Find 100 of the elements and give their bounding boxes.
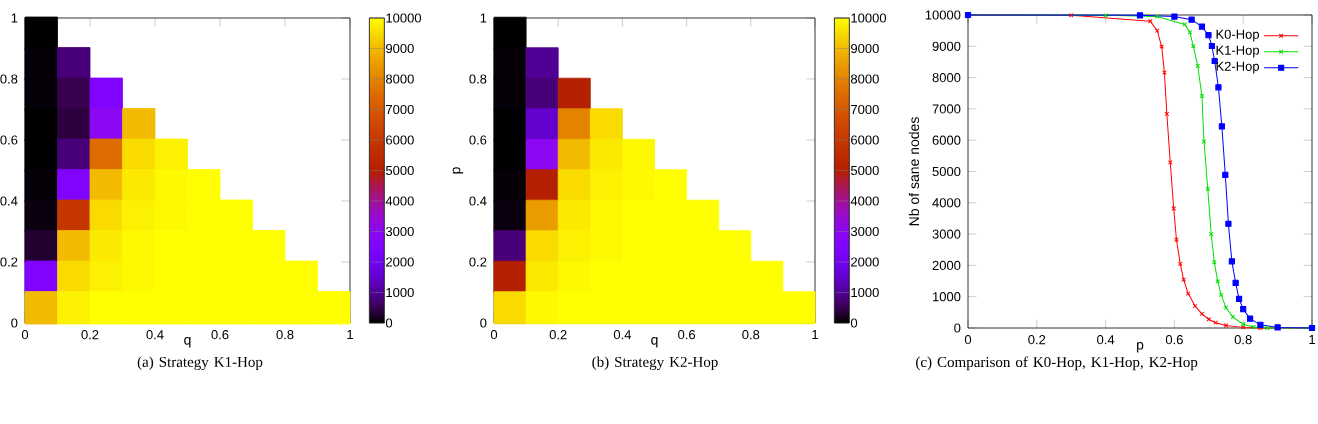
point: [1154, 28, 1160, 33]
point: [1274, 324, 1281, 331]
point: [525, 169, 559, 203]
point: [1174, 237, 1179, 243]
point: [219, 291, 253, 325]
point: [1218, 123, 1225, 130]
text: (a) Strategy K1-Hop: [137, 356, 263, 371]
point: [525, 138, 559, 172]
point: [557, 108, 591, 142]
x-tick-label: 1: [1309, 335, 1315, 345]
point: [1159, 44, 1165, 49]
legend-label: K1-Hop: [1216, 45, 1260, 58]
point: [57, 138, 91, 172]
y-tick-label: 8000: [932, 73, 961, 83]
y-tick-label: 5000: [932, 166, 961, 177]
point: [557, 169, 591, 203]
point: [89, 77, 123, 111]
y-tick-label: 1: [480, 13, 487, 23]
point: [24, 16, 58, 50]
point: [1251, 324, 1256, 330]
point: [1240, 321, 1246, 327]
point: [1223, 323, 1229, 328]
color-bar-label: 0: [850, 318, 858, 328]
point: [1235, 295, 1243, 302]
point: [1068, 12, 1074, 18]
point: [1264, 325, 1270, 331]
point: [1167, 160, 1173, 165]
point: [1188, 16, 1195, 23]
color-bar-label: 3000: [850, 226, 879, 237]
point: [1171, 206, 1177, 211]
point: [122, 199, 156, 233]
point: [1205, 31, 1212, 39]
color-bar-label: 5000: [385, 165, 414, 176]
point: [1185, 291, 1191, 296]
y-tick-label: 0: [954, 323, 961, 333]
point: [493, 169, 527, 203]
point: [686, 230, 720, 264]
point: [1190, 43, 1196, 49]
color-bar-label: 4000: [850, 196, 879, 206]
point: [1164, 111, 1170, 117]
y-tick-label: 0.8: [469, 74, 487, 84]
point: [89, 138, 123, 172]
point: [252, 291, 286, 325]
point: [1201, 139, 1207, 144]
y-tick-label: 0.8: [0, 74, 18, 84]
point: [1232, 279, 1239, 287]
x-tick-label: 0.8: [1234, 335, 1252, 345]
point: [1147, 18, 1153, 24]
point: [493, 291, 527, 325]
color-bar-label: 2000: [386, 257, 414, 267]
point: [284, 260, 318, 294]
x-axis-title: p: [1137, 342, 1144, 353]
color-bar-label: 1000: [386, 287, 414, 298]
point: [622, 169, 655, 203]
legend-label: K2-Hop: [1216, 61, 1260, 74]
y-tick-label: 9000: [932, 41, 961, 51]
point: [1228, 258, 1235, 265]
point: [57, 199, 91, 233]
point: [24, 291, 58, 325]
y-tick-label: 7000: [932, 104, 961, 114]
point: [284, 291, 318, 325]
point: [1162, 70, 1167, 75]
point: [1136, 12, 1144, 19]
x-tick-label: 0.4: [146, 330, 164, 340]
color-bar-label: 9000: [386, 43, 414, 54]
color-bar-label: 7000: [851, 104, 879, 115]
point: [317, 291, 351, 325]
point: [493, 108, 527, 142]
point: [1211, 259, 1217, 265]
point: [187, 291, 221, 325]
point: [1230, 314, 1236, 320]
color-bar-label: 10000: [386, 13, 422, 23]
x-tick-label: 1: [812, 330, 818, 340]
point: [525, 291, 559, 325]
x-axis-title: q: [651, 337, 658, 348]
point: [654, 169, 687, 203]
y-tick-label: 4000: [932, 198, 961, 208]
y-tick-label: 1: [11, 13, 18, 23]
x-tick-label: 0.4: [1097, 335, 1115, 345]
color-bar-label: 5000: [850, 165, 879, 176]
y-tick-label: 0.4: [469, 196, 487, 206]
y-axis-title: Nb of sane nodes: [908, 117, 920, 226]
point: [557, 291, 591, 325]
color-bar-label: 10000: [851, 13, 887, 23]
color-bar-label: 0: [385, 318, 393, 328]
point: [1208, 42, 1215, 50]
y-axis-title: p: [452, 167, 464, 174]
point: [589, 291, 623, 325]
color-bar-label: 8000: [850, 74, 879, 84]
x-tick-label: 0.4: [613, 330, 632, 340]
color-bar-label: 9000: [851, 43, 879, 54]
point: [1218, 292, 1224, 298]
point: [252, 260, 286, 294]
color-bar-label: 8000: [385, 74, 414, 84]
point: [1182, 22, 1188, 27]
point: [1225, 220, 1232, 227]
point: [89, 199, 123, 233]
color-bar-label: 4000: [385, 196, 414, 206]
point: [1208, 231, 1214, 237]
y-tick-label: 0.4: [0, 196, 18, 206]
